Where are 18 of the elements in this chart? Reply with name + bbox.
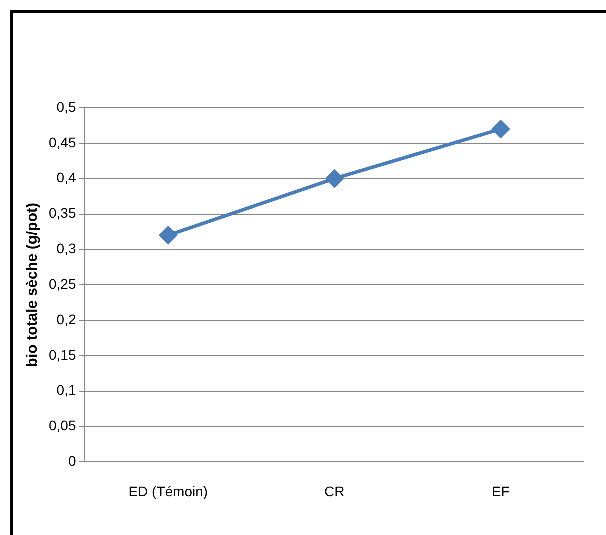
point bbox=[326, 170, 344, 188]
point bbox=[160, 226, 178, 244]
x-tick-label: CR bbox=[324, 483, 345, 500]
x-tick-label: ED (Témoin) bbox=[128, 483, 208, 500]
y-tick-label: 0,5 bbox=[56, 98, 76, 115]
x-tick-label: EF bbox=[492, 483, 510, 500]
y-tick-label: 0,25 bbox=[49, 276, 76, 292]
y-tick-label: 0,15 bbox=[49, 346, 76, 363]
y-tick-label: 0 bbox=[68, 453, 76, 470]
y-tick-label: 0,3 bbox=[56, 240, 76, 257]
y-tick-label: 0,35 bbox=[49, 205, 76, 222]
y-tick-label: 0,45 bbox=[49, 134, 76, 150]
y-tick-label: 0,05 bbox=[49, 418, 76, 434]
y-axis-title: bio totale sèche (g/pot) bbox=[24, 203, 42, 368]
y-tick-label: 0,2 bbox=[56, 311, 76, 328]
y-tick-label: 0,1 bbox=[56, 382, 76, 398]
point bbox=[492, 120, 510, 138]
y-tick-label: 0,4 bbox=[56, 170, 76, 186]
